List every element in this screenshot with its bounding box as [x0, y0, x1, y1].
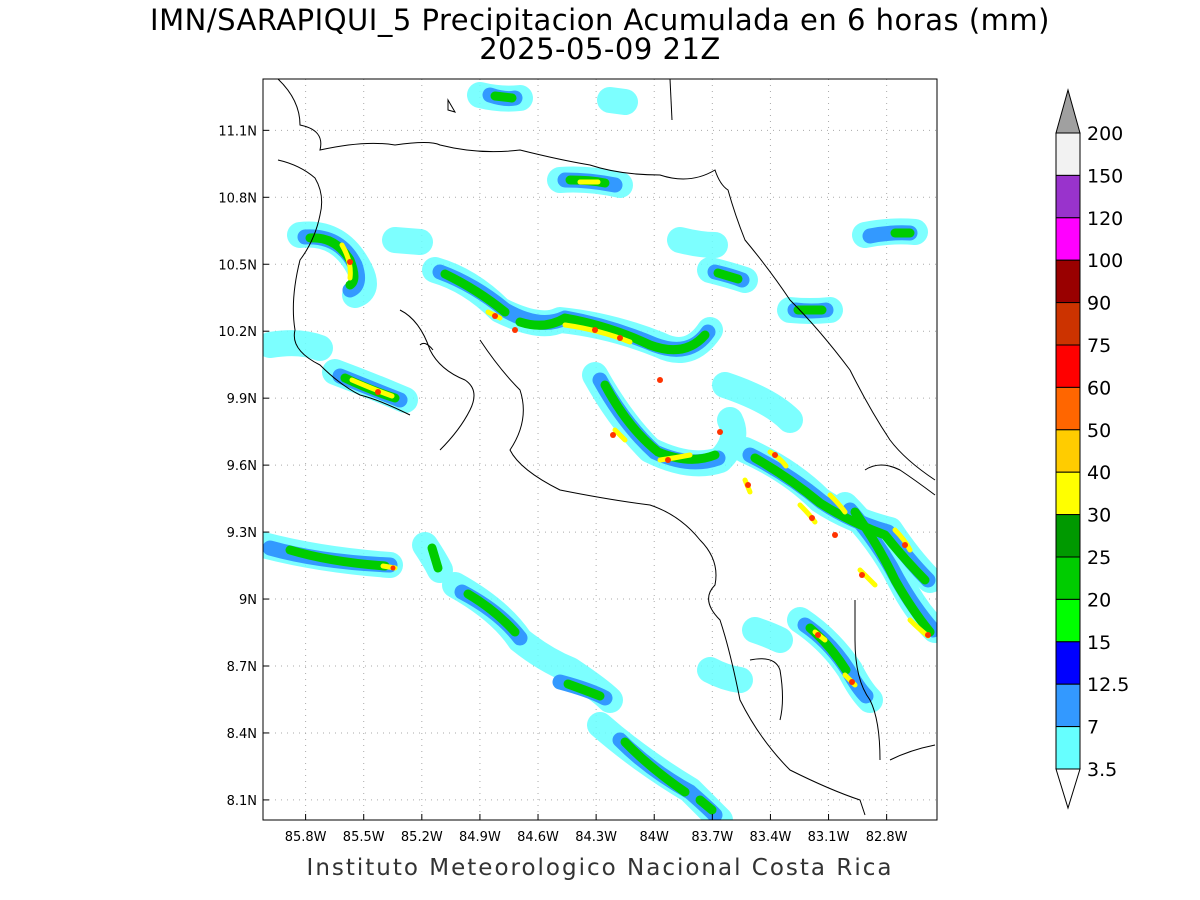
colorbar-label: 30 — [1087, 505, 1111, 527]
precip-field — [263, 82, 937, 820]
colorbar-label: 25 — [1087, 547, 1111, 569]
x-tick-label: 83.7W — [691, 830, 733, 845]
x-tick-label: 84W — [640, 830, 670, 845]
y-tick-label: 10.8N — [218, 191, 257, 206]
colorbar-label: 200 — [1087, 123, 1123, 145]
colorbar-swatch — [1055, 556, 1081, 600]
y-tick-label: 11.1N — [218, 124, 257, 139]
x-tick-label: 83.4W — [750, 830, 792, 845]
colorbar-over-triangle — [1055, 88, 1081, 134]
y-tick-label: 10.2N — [218, 325, 257, 340]
map-axes: 85.8W 85.5W 85.2W 84.9W 84.6W 84.3W 84W 83.7W 83… — [218, 124, 907, 845]
x-tick-label: 85.8W — [285, 830, 327, 845]
colorbar-swatch — [1055, 132, 1081, 176]
footer-credit: Instituto Meteorologico Nacional Costa R… — [306, 855, 894, 881]
x-tick-label: 85.5W — [343, 830, 385, 845]
x-tick-label: 83.1W — [808, 830, 850, 845]
colorbar-swatch — [1055, 429, 1081, 473]
colorbar-label: 120 — [1087, 208, 1123, 230]
colorbar-swatch — [1055, 471, 1081, 516]
colorbar-swatch — [1055, 174, 1081, 219]
colorbar-label: 15 — [1087, 632, 1111, 654]
precip-red-cores — [347, 259, 931, 685]
y-tick-label: 8.1N — [227, 794, 257, 809]
colorbar-swatch — [1055, 514, 1081, 558]
chart-title: IMN/SARAPIQUI_5 Precipitacion Acumulada … — [150, 3, 1050, 37]
colorbar-label: 3.5 — [1087, 759, 1117, 781]
colorbar-label: 60 — [1087, 377, 1111, 399]
chart-subtitle: 2025-05-09 21Z — [479, 32, 721, 66]
colorbar-swatch — [1055, 598, 1081, 643]
y-tick-label: 9.6N — [227, 459, 257, 474]
colorbar-label: 150 — [1087, 165, 1123, 187]
colorbar-swatch — [1055, 641, 1081, 685]
x-tick-label: 82.8W — [866, 830, 908, 845]
colorbar-label: 90 — [1087, 293, 1111, 315]
x-tick-label: 84.6W — [517, 830, 559, 845]
colorbar-label: 20 — [1087, 589, 1111, 611]
colorbar-label: 50 — [1087, 420, 1111, 442]
y-tick-label: 9.3N — [227, 526, 257, 541]
precip-green-layer — [285, 91, 935, 815]
colorbar-swatch — [1055, 726, 1081, 770]
colorbar-swatch — [1055, 259, 1081, 304]
colorbar-swatch — [1055, 683, 1081, 728]
coastlines — [277, 79, 936, 816]
y-tick-label: 8.4N — [227, 727, 257, 742]
colorbar-swatch — [1055, 302, 1081, 346]
colorbar-under-triangle — [1055, 768, 1081, 810]
colorbar-swatch — [1055, 386, 1081, 431]
y-tick-label: 10.5N — [218, 258, 257, 273]
colorbar-swatch — [1055, 344, 1081, 388]
colorbar-label: 75 — [1087, 335, 1111, 357]
y-tick-label: 9N — [239, 593, 257, 608]
colorbar-label: 40 — [1087, 462, 1111, 484]
y-tick-label: 8.7N — [227, 660, 257, 675]
x-tick-label: 84.3W — [575, 830, 617, 845]
y-tick-label: 9.9N — [227, 392, 257, 407]
colorbar-label: 12.5 — [1087, 674, 1129, 696]
colorbar-swatch — [1055, 217, 1081, 261]
colorbar: 200 150 120 100 90 75 60 50 40 30 25 20 15 12.5 7 3.5 — [1055, 88, 1129, 810]
colorbar-label: 7 — [1087, 717, 1099, 739]
colorbar-label: 100 — [1087, 250, 1123, 272]
x-tick-label: 84.9W — [459, 830, 501, 845]
x-tick-label: 85.2W — [401, 830, 443, 845]
map-frame — [262, 78, 938, 821]
